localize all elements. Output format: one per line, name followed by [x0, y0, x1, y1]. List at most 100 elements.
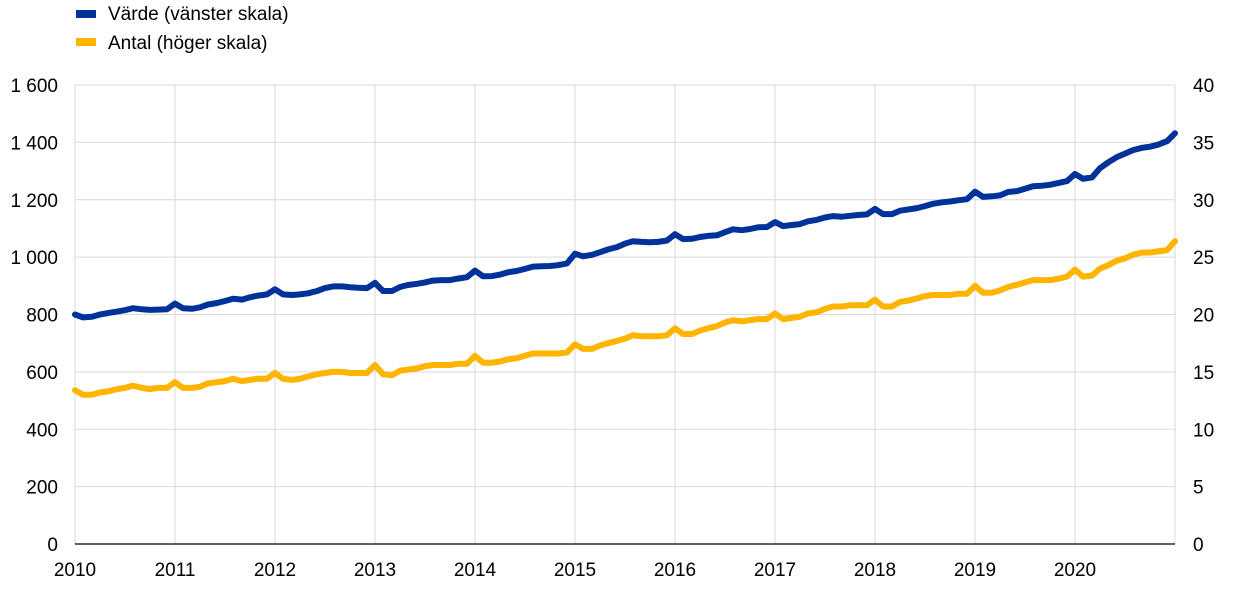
data-point-1: [916, 297, 918, 299]
data-point-1: [224, 380, 226, 382]
data-point-0: [1124, 153, 1126, 155]
y-right-tick-label: 25: [1193, 248, 1214, 269]
data-point-0: [432, 280, 434, 282]
data-point-0: [74, 314, 76, 315]
data-point-0: [191, 308, 193, 310]
data-point-1: [516, 357, 518, 359]
x-tick-label: 2014: [454, 560, 497, 581]
data-point-1: [199, 386, 201, 388]
data-point-1: [599, 345, 601, 346]
data-point-0: [757, 226, 759, 228]
data-point-1: [682, 333, 684, 335]
data-point-0: [657, 241, 659, 243]
x-tick-label: 2019: [954, 560, 996, 581]
data-point-0: [1157, 144, 1159, 146]
data-point-0: [549, 265, 551, 267]
series-layer: [72, 130, 1178, 398]
data-point-1: [732, 319, 734, 321]
data-point-1: [1107, 264, 1109, 266]
data-point-1: [741, 320, 743, 322]
data-point-1: [607, 342, 609, 344]
data-point-0: [424, 281, 426, 283]
data-point-1: [882, 306, 884, 307]
data-point-1: [541, 353, 543, 354]
data-point-1: [932, 294, 934, 296]
legend-swatch-1: [76, 38, 96, 46]
data-point-0: [774, 221, 776, 223]
data-point-1: [799, 316, 801, 318]
data-point-1: [91, 394, 93, 396]
data-point-0: [824, 217, 826, 218]
series-line-0: [72, 130, 1178, 321]
data-point-0: [532, 266, 534, 268]
data-point-0: [299, 293, 301, 295]
data-point-0: [374, 282, 376, 284]
data-point-1: [774, 312, 776, 314]
data-point-1: [1174, 240, 1176, 242]
data-point-0: [274, 288, 276, 290]
y-left-tick-label: 600: [26, 363, 58, 384]
data-point-1: [1141, 252, 1143, 253]
data-point-1: [974, 285, 976, 287]
data-point-1: [1007, 286, 1009, 288]
data-point-0: [1049, 184, 1051, 186]
y-left-tick-label: 400: [26, 420, 58, 441]
data-point-0: [949, 201, 951, 202]
data-point-0: [641, 241, 643, 243]
data-point-0: [991, 195, 993, 197]
data-point-0: [574, 253, 576, 255]
data-point-0: [866, 213, 868, 215]
data-point-0: [807, 220, 809, 222]
data-point-0: [882, 213, 884, 215]
data-point-1: [432, 364, 434, 366]
y-right-tick-label: 10: [1193, 420, 1214, 441]
y-right-tick-label: 20: [1193, 306, 1214, 327]
data-point-1: [749, 319, 751, 321]
data-point-1: [366, 372, 368, 374]
data-point-0: [749, 228, 751, 230]
data-point-1: [691, 333, 693, 335]
data-point-1: [449, 364, 451, 366]
x-tick-label: 2018: [854, 560, 896, 581]
data-point-0: [1149, 146, 1151, 148]
axes: 2010 2011 2012 2013 2014 2015 2016 2017 2018 2019…: [10, 76, 1214, 581]
data-point-0: [241, 299, 243, 301]
data-point-1: [207, 382, 209, 384]
data-point-1: [982, 292, 984, 294]
data-point-0: [691, 238, 693, 240]
data-point-1: [1024, 281, 1026, 283]
data-point-1: [557, 353, 559, 354]
data-point-0: [1066, 180, 1068, 182]
data-point-1: [957, 293, 959, 295]
data-point-0: [257, 295, 259, 297]
data-point-1: [699, 330, 701, 332]
data-point-0: [91, 316, 93, 318]
data-point-0: [832, 215, 834, 217]
data-point-0: [782, 225, 784, 227]
data-point-1: [716, 325, 718, 327]
y-right-tick-label: 0: [1193, 535, 1204, 556]
data-point-1: [182, 387, 184, 389]
data-point-0: [1107, 162, 1109, 163]
data-point-0: [474, 270, 476, 272]
data-point-1: [791, 317, 793, 319]
data-point-1: [657, 335, 659, 337]
data-point-0: [99, 314, 101, 315]
data-point-1: [1116, 260, 1118, 262]
data-point-1: [382, 373, 384, 375]
data-point-0: [857, 214, 859, 216]
data-point-0: [849, 215, 851, 217]
data-point-0: [291, 294, 293, 296]
data-point-1: [1032, 279, 1034, 281]
data-point-1: [816, 311, 818, 313]
data-point-1: [649, 335, 651, 337]
data-point-0: [899, 210, 901, 212]
x-tick-label: 2011: [155, 560, 196, 581]
data-point-0: [441, 279, 443, 281]
y-right-tick-label: 15: [1193, 363, 1214, 384]
data-point-0: [732, 228, 734, 230]
data-point-0: [766, 226, 768, 228]
y-left-tick-label: 800: [26, 306, 58, 327]
data-point-0: [916, 207, 918, 209]
data-point-1: [74, 389, 76, 391]
